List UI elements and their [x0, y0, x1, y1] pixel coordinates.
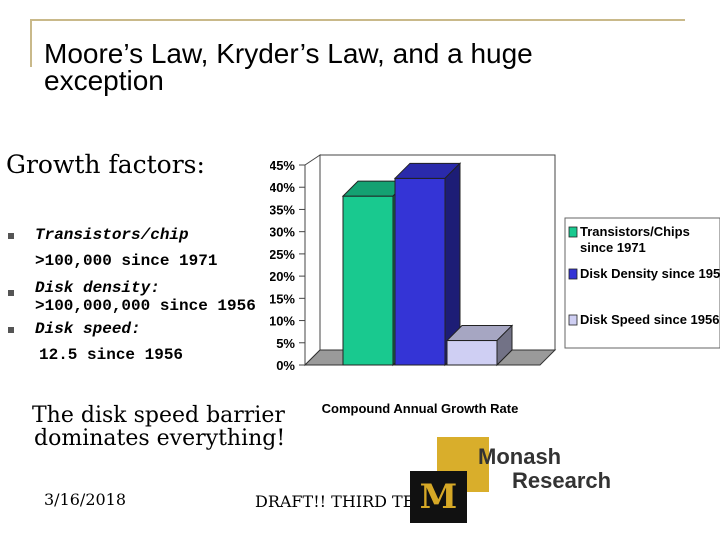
chart-side-wall [304, 154, 321, 367]
bullet-detail-1: >100,000 since 1971 [35, 252, 218, 270]
bar-1 [342, 195, 394, 366]
subheading: Growth factors: [6, 150, 205, 179]
legend-swatch-1 [568, 226, 578, 238]
legend-label-3: Disk Speed since 1956 [580, 312, 719, 327]
logo-research: Research [512, 468, 612, 493]
bullet-detail-2: >100,000,000 since 1956 [35, 297, 256, 315]
legend-box [564, 217, 720, 349]
slide-date: 3/16/2018 [44, 490, 127, 509]
legend-label-1: Transistors/Chips since 1971 [580, 224, 690, 255]
conclusion-line-1: The disk speed barrier [32, 403, 285, 428]
y-tick-label: 25% [270, 247, 295, 262]
y-tick-label: 45% [270, 158, 295, 173]
bar-2 [394, 177, 446, 366]
bullet-square-icon [8, 233, 14, 239]
conclusion-line-2: dominates everything! [34, 426, 286, 451]
top-rule [30, 19, 685, 21]
y-tick-label: 35% [270, 202, 295, 217]
y-tick-label: 10% [270, 314, 295, 329]
legend-swatch-3 [568, 314, 578, 326]
slide-footer: DRAFT!! THIRD TEST [255, 492, 437, 511]
bullet-head-3: Disk speed: [35, 320, 141, 338]
legend-label-2: Disk Density since 1956 [580, 266, 720, 281]
y-tick-label: 40% [270, 180, 295, 195]
bullet-detail-3: 12.5 since 1956 [39, 346, 184, 364]
logo-monash: Monash [478, 444, 562, 469]
y-tick-label: 30% [270, 225, 295, 240]
growth-rate-chart: 0% 5% 10% 15% 20% 25% 30% 35% 40% 45% Compound Ann… [270, 154, 720, 416]
conclusion-text: The disk speed barrier dominates everyth… [32, 404, 285, 450]
y-tick-label: 15% [270, 291, 295, 306]
y-tick-label: 20% [270, 269, 295, 284]
bullet-square-icon [8, 290, 14, 296]
x-axis-label: Compound Annual Growth Rate [322, 401, 519, 416]
bullet-head-2: Disk density: [35, 279, 160, 297]
bar-3 [446, 340, 498, 366]
logo-m-icon: M [410, 471, 467, 523]
bar-3-side [496, 324, 513, 367]
bullet-square-icon [8, 327, 14, 333]
y-tick-label: 5% [276, 336, 295, 351]
bullet-head-1: Transistors/chip [35, 226, 189, 244]
y-tick-label: 0% [276, 358, 295, 373]
logo-m-letter: M [419, 477, 458, 517]
slide-title: Moore’s Law, Kryder’s Law, and a huge ex… [44, 38, 533, 96]
legend-swatch-2 [568, 268, 578, 280]
side-rule [30, 19, 32, 67]
